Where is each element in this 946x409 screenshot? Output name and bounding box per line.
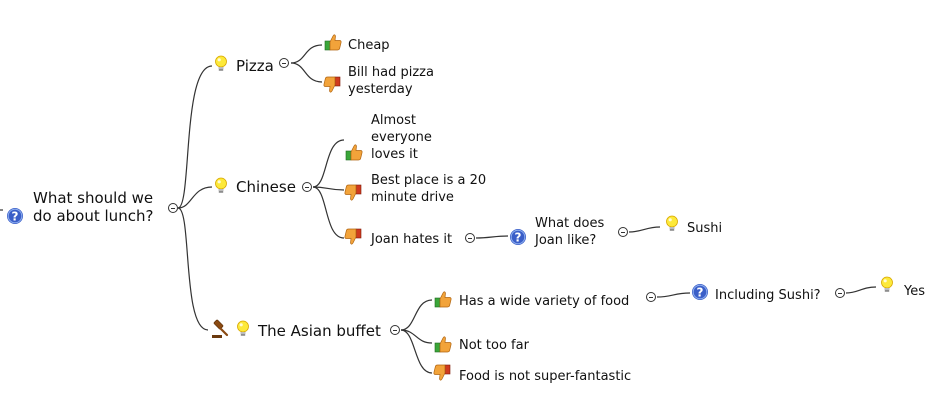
thumbs-up-icon xyxy=(324,34,342,51)
node-asian[interactable]: The Asian buffet xyxy=(258,322,381,340)
collapse-toggle-incsushi[interactable] xyxy=(835,288,845,298)
connector-variety-incsushi xyxy=(656,292,691,298)
question-icon xyxy=(691,283,709,301)
question-icon xyxy=(6,207,24,225)
connector-asian-variety xyxy=(400,299,433,331)
thumbs-down-icon xyxy=(344,184,362,201)
connector-joan-whatdoes xyxy=(475,235,509,239)
bulb-icon xyxy=(237,320,249,337)
node-pizza[interactable]: Pizza xyxy=(236,57,274,75)
connector-asian-fantastic xyxy=(400,329,433,374)
node-root[interactable]: What should we do about lunch? xyxy=(33,189,153,225)
connector-chinese-joan xyxy=(312,186,345,239)
node-bill[interactable]: Bill had pizza yesterday xyxy=(348,64,434,98)
thumbs-down-icon xyxy=(433,364,451,381)
bulb-icon xyxy=(881,276,893,293)
thumbs-up-icon xyxy=(434,291,452,308)
thumbs-up-icon xyxy=(434,336,452,353)
node-joanhates[interactable]: Joan hates it xyxy=(371,232,453,247)
thumbs-down-icon xyxy=(323,76,341,93)
question-icon xyxy=(509,228,527,246)
connector-root-chinese xyxy=(177,186,213,209)
node-variety[interactable]: Has a wide variety of food xyxy=(459,294,630,309)
connector-chinese-bestplace xyxy=(312,186,345,191)
collapse-toggle-pizza[interactable] xyxy=(279,58,289,68)
connector-incsushi-yes xyxy=(845,286,877,294)
connector-pizza-cheap xyxy=(290,44,323,64)
node-sushi[interactable]: Sushi xyxy=(687,221,723,236)
collapse-toggle-variety[interactable] xyxy=(646,292,656,302)
node-bill-line2: yesterday xyxy=(348,82,413,97)
connector-whatdoes-sushi xyxy=(628,226,661,233)
node-incsushi[interactable]: Including Sushi? xyxy=(715,288,821,303)
node-bestplace[interactable]: Best place is a 20 minute drive xyxy=(371,172,486,206)
node-almost[interactable]: Almost everyone loves it xyxy=(371,112,432,163)
node-joanlike[interactable]: What does Joan like? xyxy=(535,215,604,249)
collapse-toggle-asian[interactable] xyxy=(390,325,400,335)
node-bestplace-line1: Best place is a 20 xyxy=(371,173,487,188)
node-notfar[interactable]: Not too far xyxy=(459,338,529,353)
connector-lines xyxy=(0,44,877,374)
connector-pizza-bill xyxy=(290,62,323,83)
node-almost-line3: loves it xyxy=(371,147,418,162)
connector-chinese-almost xyxy=(312,139,345,188)
node-root-line2: do about lunch? xyxy=(33,207,154,225)
bulb-icon xyxy=(666,215,678,232)
node-bill-line1: Bill had pizza xyxy=(348,65,434,80)
connector-root-pizza xyxy=(177,65,213,209)
collapse-toggle-chinese[interactable] xyxy=(302,182,312,192)
gavel-icon xyxy=(210,318,229,340)
thumbs-down-icon xyxy=(344,228,362,245)
bulb-icon xyxy=(215,55,227,72)
node-almost-line2: everyone xyxy=(371,130,432,145)
node-fantastic[interactable]: Food is not super-fantastic xyxy=(459,369,632,384)
collapse-toggle-root[interactable] xyxy=(168,203,178,213)
node-yes[interactable]: Yes xyxy=(904,284,925,299)
node-chinese[interactable]: Chinese xyxy=(236,178,296,196)
node-root-line1: What should we xyxy=(33,189,154,207)
collapse-toggle-whatdoes[interactable] xyxy=(618,227,628,237)
bulb-icon xyxy=(215,177,227,194)
node-almost-line1: Almost xyxy=(371,113,416,128)
thumbs-up-icon xyxy=(345,144,363,161)
collapse-toggle-joan[interactable] xyxy=(465,233,475,243)
node-bestplace-line2: minute drive xyxy=(371,190,454,205)
node-joanlike-line2: Joan like? xyxy=(535,233,597,248)
node-cheap[interactable]: Cheap xyxy=(348,38,390,53)
connector-root-asian xyxy=(177,207,209,331)
node-joanlike-line1: What does xyxy=(535,216,605,231)
